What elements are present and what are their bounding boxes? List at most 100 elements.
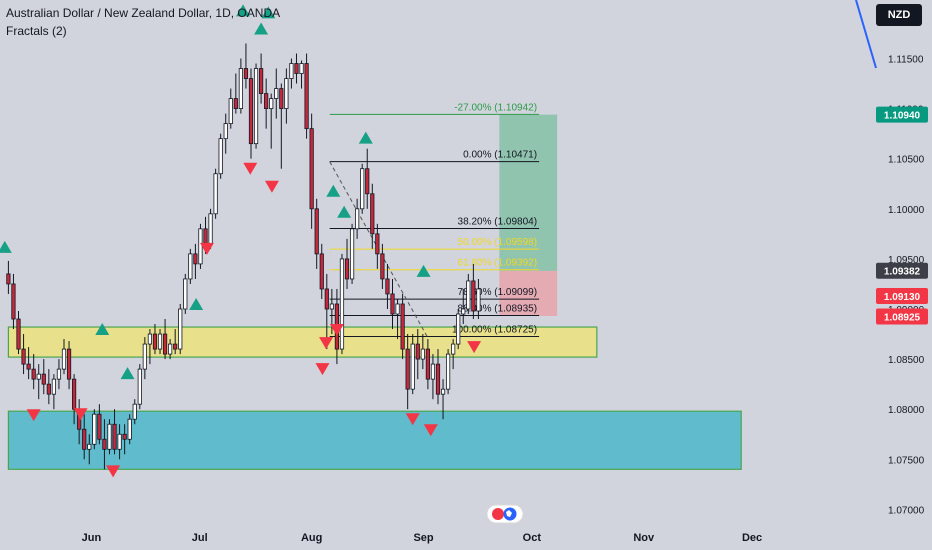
candle[interactable] [157,329,163,355]
candle[interactable] [309,113,314,229]
candle[interactable] [415,329,420,380]
candle[interactable] [314,198,319,269]
position-stop-zone[interactable] [499,270,558,317]
price-label[interactable] [876,106,928,123]
candle[interactable] [228,88,233,129]
candle[interactable] [405,334,410,410]
candle[interactable] [122,424,127,455]
candle[interactable] [46,369,51,405]
candle[interactable] [223,113,228,154]
candle[interactable] [117,424,122,460]
candle[interactable] [476,278,481,320]
candle[interactable] [395,298,400,340]
candle[interactable] [274,68,279,119]
candle[interactable] [41,359,46,395]
candle[interactable] [425,339,430,390]
candle[interactable] [349,223,355,284]
candle[interactable] [142,337,147,380]
candle[interactable] [31,354,36,390]
candle[interactable] [56,359,62,390]
candle[interactable] [72,374,77,425]
candle[interactable] [102,419,107,470]
candle[interactable] [324,273,329,350]
candle[interactable] [208,208,213,249]
candle[interactable] [82,414,87,460]
candle[interactable] [410,334,415,395]
candle[interactable] [471,263,476,320]
price-label[interactable] [876,262,928,279]
candle[interactable] [339,253,345,355]
blue-trend-line[interactable] [855,0,877,69]
candle[interactable] [445,349,451,395]
candle[interactable] [400,293,405,360]
candle[interactable] [36,364,41,400]
price-label[interactable] [876,287,928,304]
candle[interactable] [183,273,188,315]
tradingview-logo[interactable] [486,503,524,525]
candle[interactable] [380,243,385,289]
candle[interactable] [390,278,395,330]
price-label[interactable] [876,308,928,325]
candle[interactable] [365,148,370,209]
candle[interactable] [6,260,11,294]
candle[interactable] [16,311,21,355]
candle[interactable] [137,364,142,410]
candle[interactable] [243,43,249,89]
candle[interactable] [147,329,153,365]
candle[interactable] [87,434,92,465]
candle[interactable] [26,347,31,380]
candle[interactable] [304,53,309,139]
candle[interactable] [299,60,304,89]
candle[interactable] [279,83,284,169]
candle[interactable] [289,58,294,89]
candle[interactable] [451,339,456,370]
candle[interactable] [344,238,350,289]
candle[interactable] [370,183,375,249]
candle[interactable] [173,329,178,355]
candle[interactable] [66,341,72,390]
candle[interactable] [213,168,218,219]
candle[interactable] [355,198,360,239]
candle[interactable] [233,73,238,114]
candle[interactable] [193,243,198,279]
candle[interactable] [375,223,380,269]
candle[interactable] [294,53,299,84]
candle[interactable] [420,334,425,370]
candle[interactable] [97,404,102,445]
candle[interactable] [264,78,269,129]
currency-badge[interactable]: NZD [876,4,922,26]
candle[interactable] [430,354,436,400]
position-target-zone[interactable] [499,114,558,271]
candle[interactable] [385,263,390,309]
candle[interactable] [61,339,67,375]
candle[interactable] [162,319,168,360]
candle[interactable] [456,309,461,350]
candle[interactable] [198,223,203,269]
indicator-label[interactable]: Fractals (2) [6,24,67,38]
candle[interactable] [253,63,259,149]
candle[interactable] [152,324,158,355]
candle[interactable] [132,399,137,425]
candle[interactable] [360,163,365,214]
candle[interactable] [319,243,324,299]
candle[interactable] [218,133,223,179]
candle[interactable] [127,414,132,445]
candle[interactable] [107,419,112,455]
candle[interactable] [461,288,466,325]
candle[interactable] [269,93,274,149]
candle[interactable] [51,374,56,410]
demand-zone-blue[interactable] [7,410,742,470]
candle[interactable] [284,68,289,124]
candle[interactable] [238,58,243,114]
candle[interactable] [466,273,471,315]
candle[interactable] [258,53,264,104]
candle[interactable] [440,379,446,420]
candle[interactable] [248,68,254,159]
candle[interactable] [178,303,183,355]
candle[interactable] [168,339,173,360]
candle[interactable] [21,334,26,375]
symbol-title[interactable]: Australian Dollar / New Zealand Dollar, … [6,6,281,20]
candle[interactable] [112,409,117,455]
candle[interactable] [435,349,441,405]
